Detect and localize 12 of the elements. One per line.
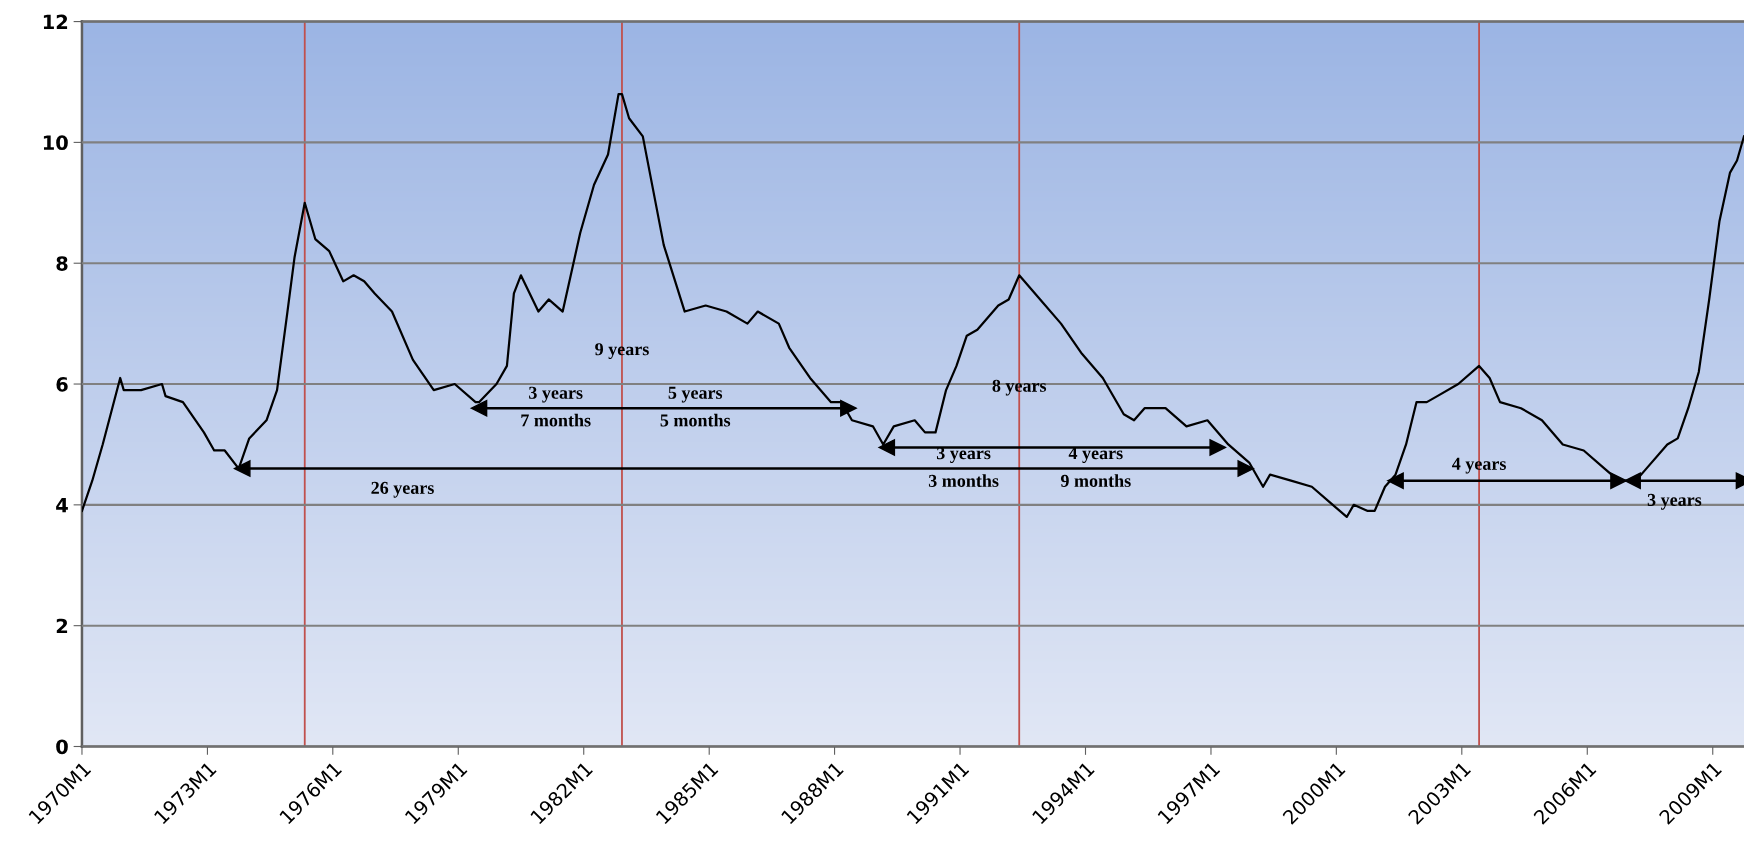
- y-tick-label: 8: [56, 256, 68, 271]
- annotation: 4 years 9 months: [1060, 447, 1131, 487]
- annotation: 3 years 7 months: [521, 386, 591, 427]
- y-tick-label: 12: [43, 14, 68, 29]
- y-tick-label: 0: [56, 739, 68, 755]
- y-tick-label: 6: [56, 377, 68, 392]
- y-tick-label: 10: [43, 135, 68, 151]
- annotation: 5 years 5 months: [660, 386, 731, 427]
- y-tick-label: 2: [56, 618, 68, 634]
- annotation: 3 years: [1647, 493, 1702, 510]
- y-tick-label: 4: [56, 498, 68, 513]
- annotation: 26 years: [371, 481, 434, 498]
